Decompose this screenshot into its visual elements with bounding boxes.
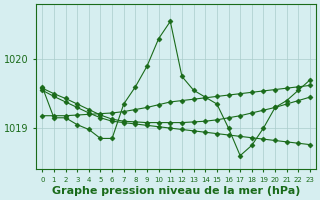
X-axis label: Graphe pression niveau de la mer (hPa): Graphe pression niveau de la mer (hPa) <box>52 186 300 196</box>
